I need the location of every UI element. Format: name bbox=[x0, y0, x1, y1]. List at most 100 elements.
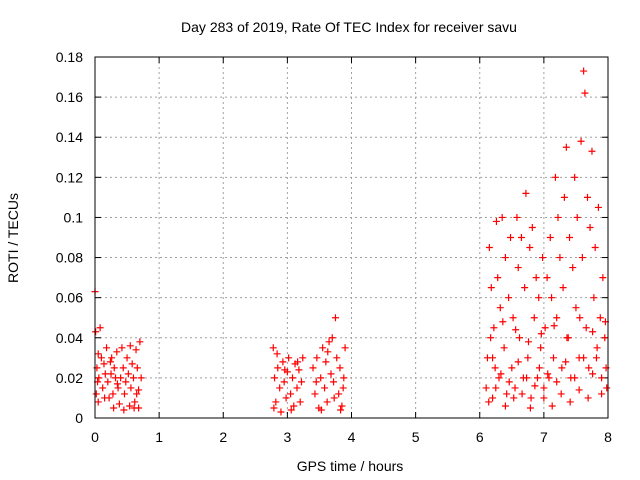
data-point bbox=[317, 406, 325, 414]
data-point bbox=[514, 358, 522, 366]
data-point bbox=[110, 364, 118, 372]
data-point bbox=[131, 398, 139, 406]
data-point bbox=[132, 346, 140, 354]
data-point bbox=[100, 360, 108, 368]
data-point bbox=[133, 390, 141, 398]
x-tick-label: 3 bbox=[283, 429, 291, 445]
y-tick-label: 0.16 bbox=[56, 89, 83, 105]
data-point bbox=[114, 384, 122, 392]
data-point bbox=[581, 89, 589, 97]
data-point bbox=[126, 342, 134, 350]
data-point bbox=[514, 264, 522, 272]
data-point bbox=[272, 398, 280, 406]
data-point bbox=[543, 274, 551, 282]
data-point bbox=[537, 330, 545, 338]
x-axis-label: GPS time / hours bbox=[297, 458, 404, 474]
chart-title: Day 283 of 2019, Rate Of TEC Index for r… bbox=[181, 19, 517, 35]
data-point bbox=[580, 67, 588, 75]
data-point bbox=[531, 382, 539, 390]
data-point bbox=[482, 384, 490, 392]
x-tick-label: 7 bbox=[540, 429, 548, 445]
data-point bbox=[598, 374, 606, 382]
data-points bbox=[91, 67, 611, 416]
data-point bbox=[586, 223, 594, 231]
data-point bbox=[580, 354, 588, 362]
data-point bbox=[491, 364, 499, 372]
data-point bbox=[509, 314, 517, 322]
data-point bbox=[293, 384, 301, 392]
x-tick-label: 8 bbox=[604, 429, 612, 445]
data-point bbox=[118, 344, 126, 352]
data-point bbox=[107, 370, 115, 378]
data-point bbox=[575, 386, 583, 394]
data-point bbox=[333, 354, 341, 362]
data-point bbox=[571, 374, 579, 382]
data-point bbox=[492, 384, 500, 392]
data-point bbox=[109, 390, 117, 398]
data-point bbox=[585, 364, 593, 372]
data-point bbox=[276, 384, 284, 392]
data-point bbox=[271, 374, 279, 382]
y-tick-label: 0 bbox=[75, 410, 83, 426]
data-point bbox=[287, 390, 295, 398]
data-point bbox=[592, 354, 600, 362]
data-point bbox=[341, 344, 349, 352]
data-point bbox=[489, 394, 497, 402]
data-point bbox=[495, 374, 503, 382]
data-point bbox=[104, 378, 112, 386]
grid-lines bbox=[95, 57, 608, 418]
data-point bbox=[99, 384, 107, 392]
y-tick-label: 0.14 bbox=[56, 129, 83, 145]
data-point bbox=[322, 358, 330, 366]
data-point bbox=[137, 374, 145, 382]
data-point bbox=[505, 294, 513, 302]
data-point bbox=[566, 398, 574, 406]
y-tick-label: 0.1 bbox=[64, 209, 84, 225]
data-point bbox=[485, 398, 493, 406]
data-point bbox=[106, 358, 114, 366]
data-point bbox=[513, 213, 521, 221]
data-point bbox=[499, 318, 507, 326]
data-point bbox=[321, 384, 329, 392]
data-point bbox=[279, 358, 287, 366]
data-point bbox=[521, 284, 529, 292]
data-point bbox=[119, 364, 127, 372]
data-point bbox=[92, 390, 100, 398]
data-point bbox=[94, 398, 102, 406]
data-point bbox=[129, 374, 137, 382]
data-point bbox=[601, 334, 609, 342]
data-point bbox=[598, 390, 606, 398]
data-point bbox=[588, 147, 596, 155]
data-point bbox=[532, 274, 540, 282]
data-point bbox=[120, 390, 128, 398]
data-point bbox=[492, 217, 500, 225]
y-tick-label: 0.08 bbox=[56, 250, 83, 266]
data-point bbox=[92, 328, 100, 336]
data-point bbox=[553, 378, 561, 386]
data-point bbox=[501, 254, 509, 262]
data-point bbox=[596, 314, 604, 322]
data-point bbox=[559, 284, 567, 292]
data-point bbox=[545, 374, 553, 382]
data-point bbox=[500, 344, 508, 352]
data-point bbox=[289, 374, 297, 382]
x-tick-label: 1 bbox=[155, 429, 163, 445]
data-point bbox=[97, 354, 105, 362]
data-point bbox=[136, 338, 144, 346]
data-point bbox=[589, 370, 597, 378]
data-point bbox=[539, 254, 547, 262]
data-point bbox=[96, 324, 104, 332]
data-point bbox=[540, 384, 548, 392]
data-point bbox=[128, 360, 136, 368]
data-point bbox=[93, 364, 101, 372]
data-point bbox=[135, 386, 143, 394]
data-point bbox=[294, 358, 302, 366]
y-axis-label: ROTI / TECUs bbox=[5, 193, 21, 283]
data-point bbox=[523, 374, 531, 382]
data-point bbox=[340, 374, 348, 382]
data-point bbox=[282, 394, 290, 402]
data-point bbox=[113, 380, 121, 388]
data-point bbox=[599, 274, 607, 282]
data-point bbox=[287, 406, 295, 414]
data-point bbox=[317, 374, 325, 382]
